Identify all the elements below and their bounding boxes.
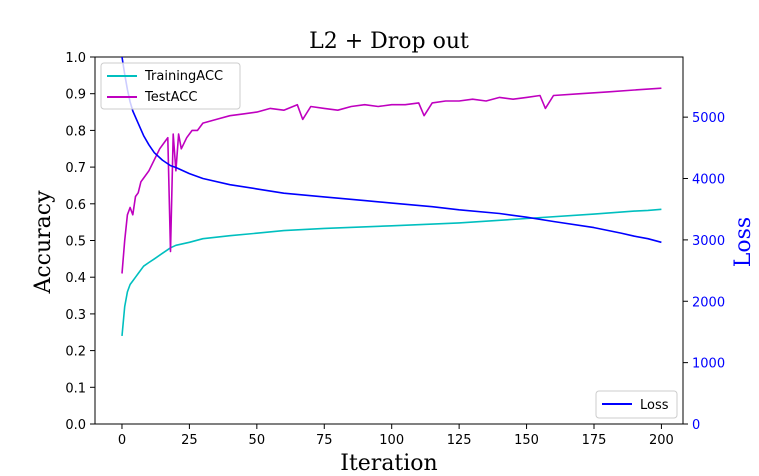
y-right-tick-label-3000: 3000 xyxy=(692,234,725,249)
x-tick-label-125: 125 xyxy=(447,433,472,448)
x-tick-label-50: 50 xyxy=(249,433,266,448)
chart-title: L2 + Drop out xyxy=(309,29,469,54)
y-right-tick-label-2000: 2000 xyxy=(692,295,725,310)
legend-loss: Loss xyxy=(595,390,678,419)
x-tick-label-150: 150 xyxy=(514,433,539,448)
y-right-tick-label-4000: 4000 xyxy=(692,173,725,188)
x-tick-label-25: 25 xyxy=(181,433,198,448)
y-tick-label-0.2: 0.2 xyxy=(65,345,86,360)
x-tick-label-0: 0 xyxy=(118,433,126,448)
y-tick-label-0.7: 0.7 xyxy=(65,161,86,176)
y-tick-label-0.8: 0.8 xyxy=(65,124,86,139)
legend-label-testacc: TestACC xyxy=(144,90,197,105)
y-right-tick-label-1000: 1000 xyxy=(692,357,725,372)
y-tick-label-0.0: 0.0 xyxy=(65,418,86,433)
legend-loss-box xyxy=(595,390,678,419)
x-axis-ticks: 0 25 50 75 100 125 150 175 200 xyxy=(118,424,674,448)
plot-area-frame xyxy=(94,56,684,425)
y-tick-label-0.4: 0.4 xyxy=(65,271,86,286)
y-tick-label-0.5: 0.5 xyxy=(65,235,86,250)
series-line-testacc xyxy=(121,87,662,274)
x-tick-label-175: 175 xyxy=(582,433,607,448)
y-axis-ticks: 0.0 0.1 0.2 0.3 0.4 0.5 0.6 0.7 0.8 0.9 1.0 xyxy=(65,51,95,433)
series-line-loss xyxy=(121,57,662,244)
y-tick-label-0.9: 0.9 xyxy=(65,88,86,103)
y-axis-right-ticks: 0 1000 2000 3000 4000 5000 xyxy=(683,111,725,433)
y-tick-label-0.3: 0.3 xyxy=(65,308,86,323)
x-tick-label-200: 200 xyxy=(649,433,674,448)
legend-label-loss: Loss xyxy=(640,398,669,413)
series-layer xyxy=(121,57,662,336)
legend-label-trainingacc: TrainingACC xyxy=(144,69,223,84)
x-axis-title: Iteration xyxy=(340,451,437,476)
y-right-tick-label-5000: 5000 xyxy=(692,111,725,126)
y-axis-right-title: Loss xyxy=(731,217,756,267)
series-line-trainingacc xyxy=(121,208,662,336)
x-tick-label-100: 100 xyxy=(379,433,404,448)
y-right-tick-label-0: 0 xyxy=(692,418,700,433)
y-tick-label-1.0: 1.0 xyxy=(65,51,86,66)
legend-accuracy: TrainingACC TestACC xyxy=(100,62,241,110)
x-tick-label-75: 75 xyxy=(316,433,333,448)
y-axis-title: Accuracy xyxy=(31,190,56,295)
y-tick-label-0.1: 0.1 xyxy=(65,381,86,396)
y-tick-label-0.6: 0.6 xyxy=(65,198,86,213)
